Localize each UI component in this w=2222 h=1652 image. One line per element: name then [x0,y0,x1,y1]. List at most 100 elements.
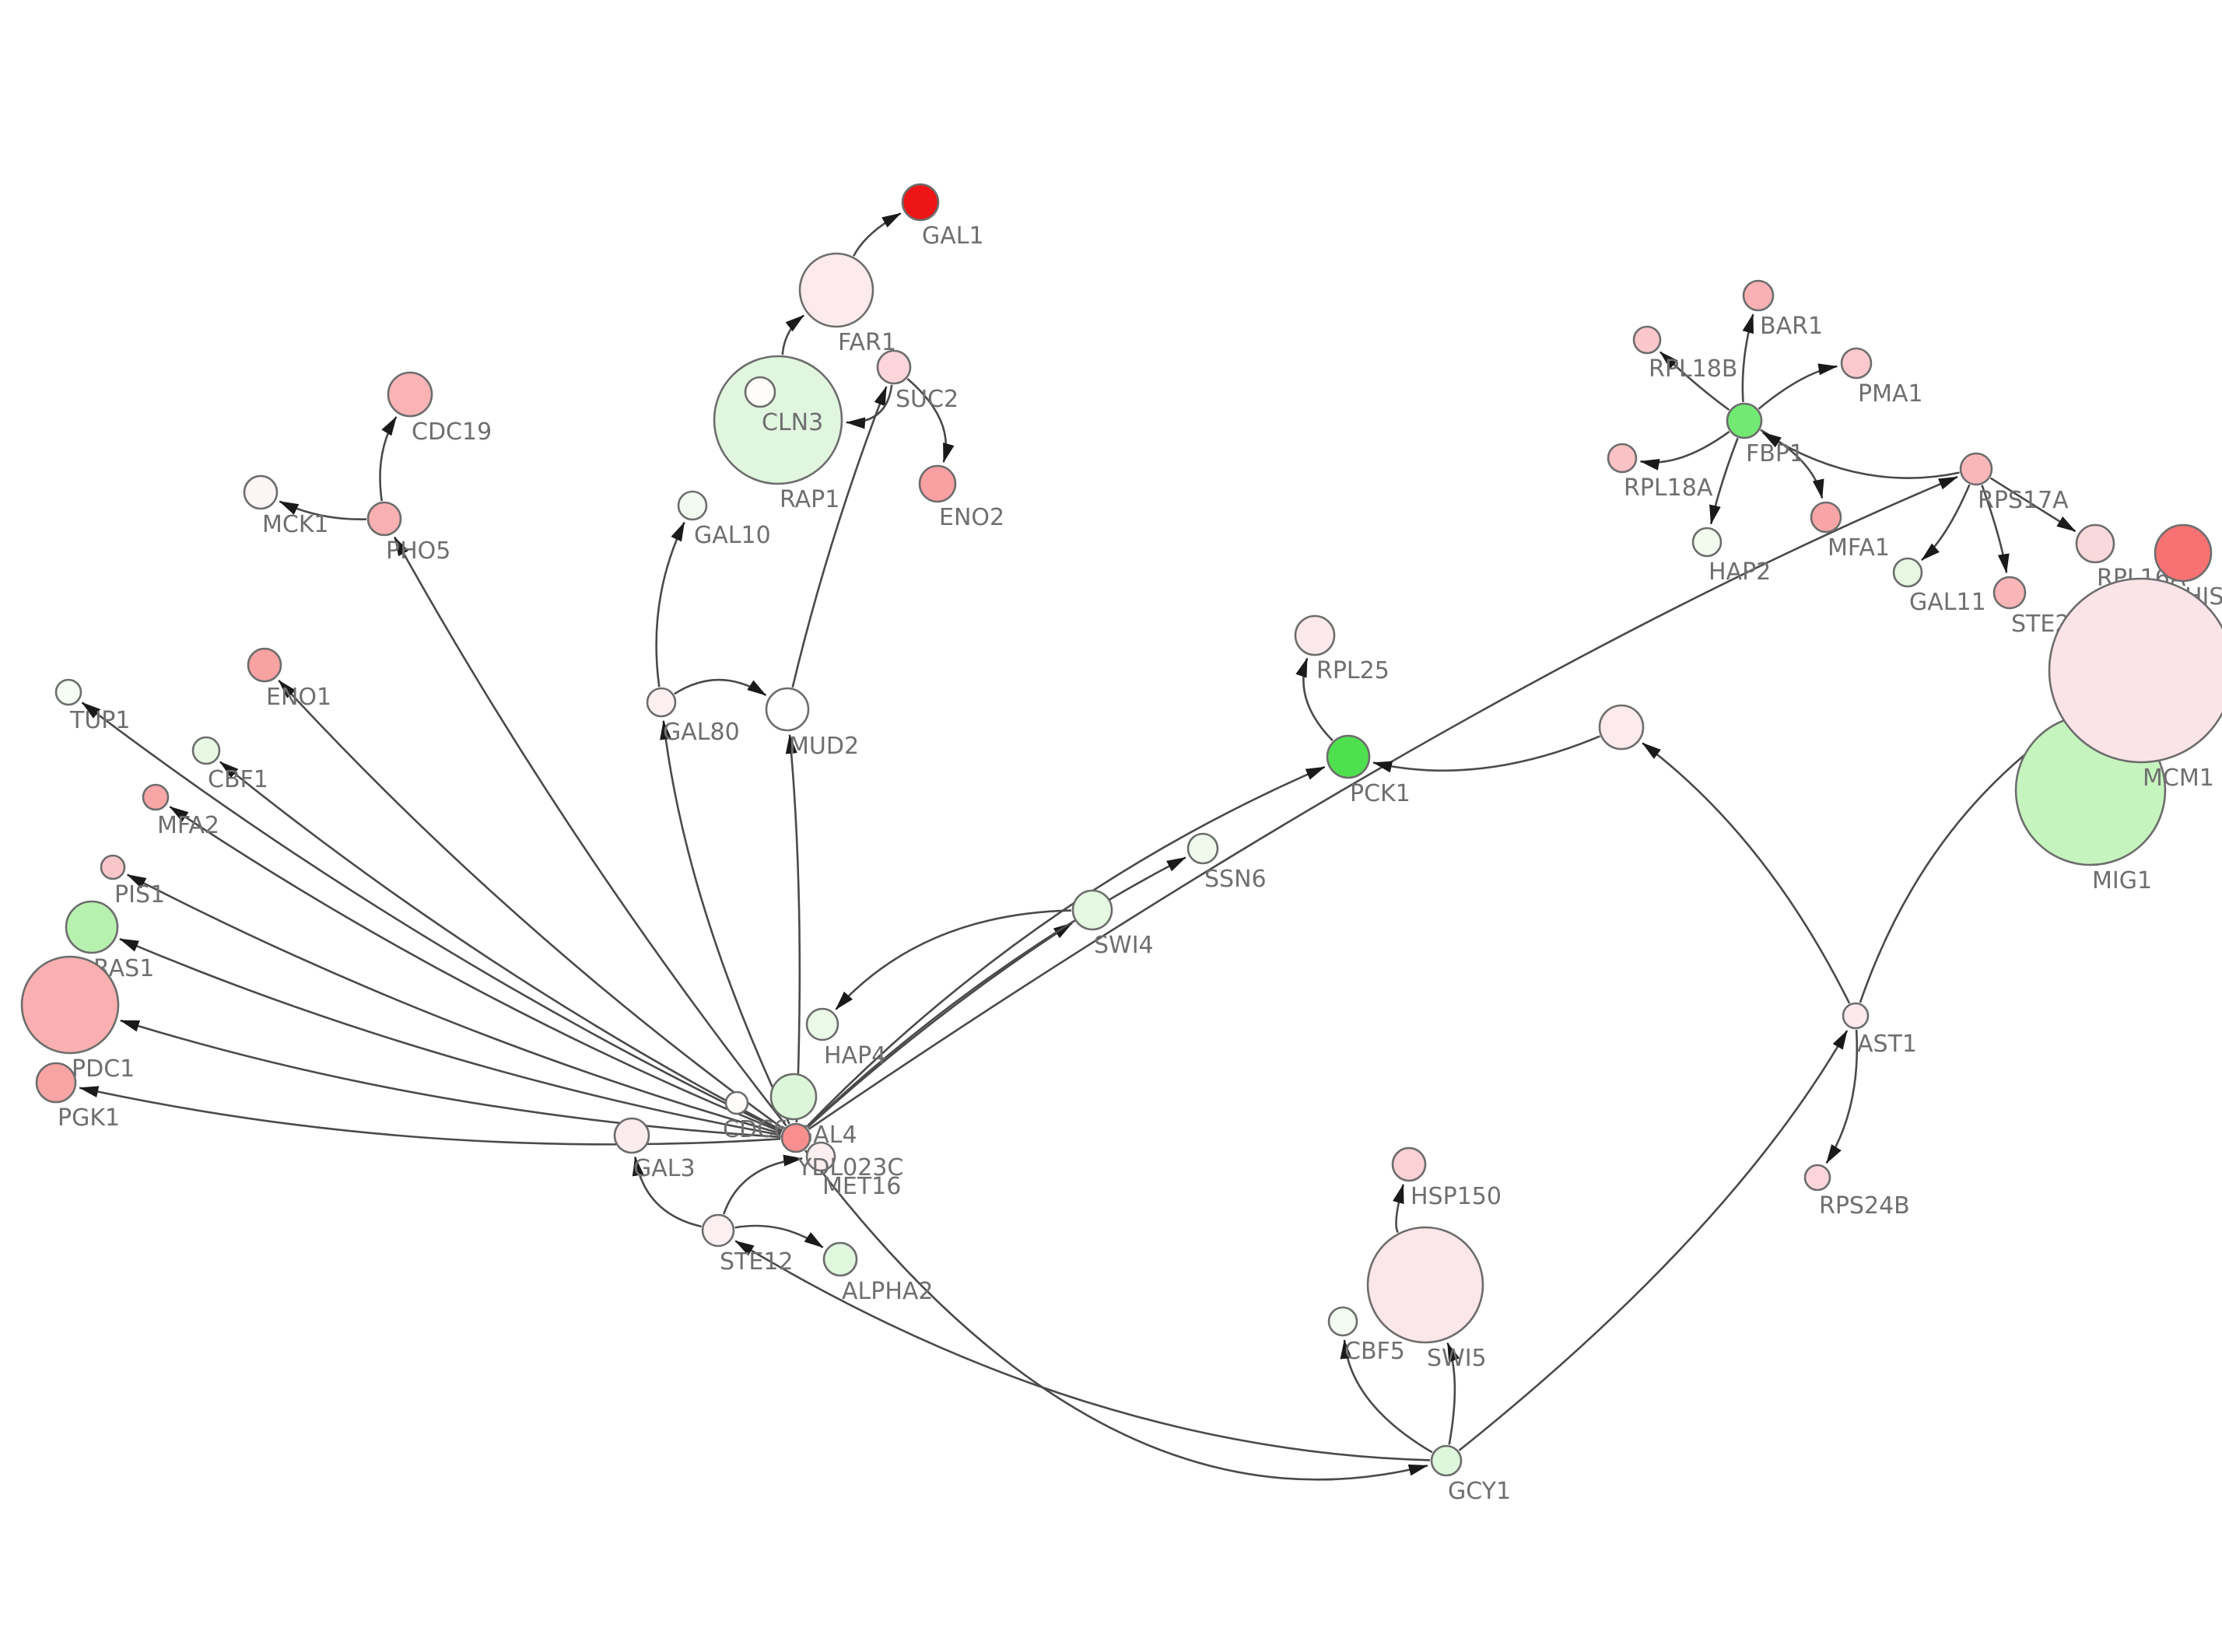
node-group-HAP2: HAP2 [1691,527,1771,586]
node-MCM1[interactable] [2048,577,2222,764]
node-YDL023C[interactable] [780,1122,811,1153]
node-label-RAP1: RAP1 [780,486,839,513]
node-label-RPL25: RPL25 [1316,657,1390,684]
edge-PCK1-RPL25 [1295,657,1334,742]
node-STE2[interactable] [1992,576,2027,610]
node-group-HSP150: HSP150 [1391,1146,1502,1210]
node-CDC19[interactable] [387,371,433,418]
node-HAP4[interactable] [805,1007,839,1041]
node-group-CBF1: CBF1 [191,736,268,793]
node-group-GAL11: GAL11 [1892,557,1986,616]
edge-FBP1-MFA1 [1760,429,1824,499]
node-label-MIG1: MIG1 [2092,867,2152,894]
node-group-GCY1: GCY1 [1430,1444,1511,1505]
edge-GCY1-SWI5 [1446,1342,1460,1445]
edge-layer [79,212,2077,1481]
node-PCK1[interactable] [1326,734,1371,779]
node-RPL18A[interactable] [1607,443,1638,474]
node-GAL4[interactable] [769,1073,818,1121]
node-PHO5[interactable] [366,501,402,537]
node-PIS1[interactable] [100,854,126,880]
node-RPS24B[interactable] [1803,1164,1831,1192]
node-label-CBF5: CBF5 [1344,1338,1405,1365]
node-SSN6[interactable] [1186,832,1219,865]
node-GCY1[interactable] [1430,1444,1463,1477]
node-MCK1[interactable] [243,474,279,510]
node-ENO2[interactable] [918,464,957,503]
edge-PHO5-MCK1 [279,500,367,520]
node-CBF1[interactable] [191,736,221,765]
node-CDC6[interactable] [724,1090,749,1115]
node-group-PGK1: PGK1 [35,1062,120,1132]
node-group-ENO1: ENO1 [247,647,331,711]
node-label-RPL18A: RPL18A [1624,474,1713,502]
node-MFA2[interactable] [142,783,170,811]
node-PDC1[interactable] [20,955,120,1055]
node-group-TUP1: TUP1 [54,678,130,734]
node-MET16[interactable] [805,1141,836,1172]
node-label-MFA2: MFA2 [157,812,219,839]
node-label-SWI5: SWI5 [1427,1345,1487,1372]
edge-FBP1-PMA1 [1758,363,1838,410]
node-layer: GAL1FAR1SUC2RAP1CLN3ENO2GAL10CDC19MCK1PH… [20,183,2222,1505]
node-SWI5[interactable] [1366,1226,1484,1344]
node-label-GAL1: GAL1 [922,222,984,250]
node-FBP1[interactable] [1726,402,1763,439]
edge-GCY1-STE12 [734,1240,1431,1461]
node-FAR1[interactable] [798,252,874,328]
node-RAP1[interactable] [713,355,843,485]
node-label-GAL3: GAL3 [633,1155,696,1182]
edge-SUC2-RAP1 [845,384,893,429]
node-PGK1[interactable] [35,1062,77,1104]
node-GAL3[interactable] [613,1117,650,1154]
node-label-AST1: AST1 [1857,1031,1917,1058]
node-CBF5[interactable] [1327,1306,1358,1337]
node-group-ENO2: ENO2 [918,464,1004,531]
node-MUD2[interactable] [765,687,810,732]
node-TUP1[interactable] [54,678,82,706]
edge-RAP1-FAR1 [781,314,804,355]
node-group-SUC2: SUC2 [876,349,959,413]
node-RPS17A[interactable] [1959,452,1993,486]
edge-STE12-ALPHA2 [734,1224,824,1248]
node-GAL1[interactable] [901,183,940,222]
node-HSP150[interactable] [1391,1146,1427,1182]
node-GAL80[interactable] [646,687,677,718]
node-label-CBF1: CBF1 [208,766,268,793]
node-RPL18B[interactable] [1632,325,1662,355]
node-CLN3[interactable] [744,376,776,408]
node-ALPHA2[interactable] [822,1241,858,1277]
edge-PHO5-CDC19 [379,416,398,502]
node-RPL25[interactable] [1294,614,1336,656]
edge-YDL023C-GAL80 [660,719,790,1125]
node-SWI4[interactable] [1071,889,1113,931]
edge-AST1-RPS24B [1825,1029,1859,1164]
node-GAL10[interactable] [677,490,708,521]
node-ENO1[interactable] [247,647,282,683]
node-STE12[interactable] [701,1213,735,1248]
node-AST1[interactable] [1842,1002,1870,1030]
node-HIS4[interactable] [2154,523,2213,583]
node-label-PMA1: PMA1 [1858,380,1923,408]
node-group-GAL80: GAL80 [646,687,740,746]
node-group-PCK1: PCK1 [1326,734,1411,807]
node-group-PMA1: PMA1 [1840,347,1923,408]
node-BAR1[interactable] [1742,279,1775,312]
node-UNNAMED[interactable] [1598,704,1645,751]
node-GAL11[interactable] [1892,557,1923,588]
edge-RPS17A-FBP1 [1761,431,1960,479]
edge-GCY1-CBF5 [1340,1339,1433,1454]
edge-YDL023C-MUD2 [785,733,801,1123]
node-RAS1[interactable] [65,900,119,954]
node-SUC2[interactable] [876,349,912,385]
node-group-SWI5: SWI5 [1366,1226,1487,1372]
edge-YDL023C-PDC1 [119,1019,781,1139]
node-label-ENO1: ENO1 [266,684,331,711]
node-PMA1[interactable] [1840,347,1873,380]
edge-FBP1-BAR1 [1741,313,1754,403]
node-RPL16A[interactable] [2075,523,2115,564]
node-HAP2[interactable] [1691,527,1723,558]
node-MFA1[interactable] [1810,501,1842,534]
node-group-RPL18A: RPL18A [1607,443,1713,502]
